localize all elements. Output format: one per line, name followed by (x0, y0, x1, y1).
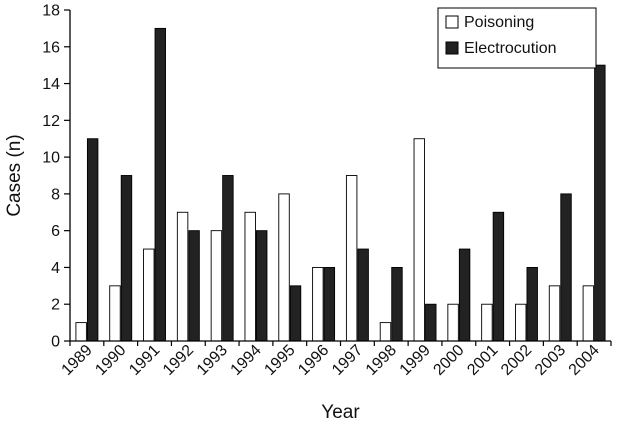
electrocution-bar-2000 (458, 248, 471, 342)
y-tick-label: 18 (42, 3, 60, 20)
x-tick-label: 1993 (194, 342, 231, 379)
electrocution-bar-2004 (594, 64, 606, 342)
poisoning-bar-1991 (143, 248, 155, 342)
electrocution-bar-1993 (222, 175, 234, 342)
x-tick-label: 2003 (532, 342, 569, 379)
electrocution-bar-1998 (391, 266, 403, 342)
x-tick-label: 2004 (566, 342, 603, 379)
electrocution-bar-2001 (492, 211, 505, 342)
x-tick-label: 2002 (498, 342, 535, 379)
poisoning-bar-1989 (75, 322, 87, 342)
poisoning-bar-2000 (447, 303, 459, 342)
electrocution-bar-1990 (120, 175, 133, 342)
y-axis-title: Cases (n) (4, 134, 25, 216)
y-tick-label: 16 (42, 39, 60, 56)
poisoning-bar-1997 (345, 175, 358, 342)
electrocution-bar-2002 (526, 266, 538, 342)
x-tick-label: 1992 (160, 342, 197, 379)
poisoning-bar-1996 (312, 266, 324, 342)
x-tick-label: 1999 (397, 342, 434, 379)
x-tick-label: 1989 (59, 342, 96, 379)
electrocution-legend-label: Electrocution (464, 40, 557, 57)
x-tick-label: 1998 (363, 342, 400, 379)
electrocution-bar-1996 (323, 266, 336, 342)
y-tick-label: 0 (51, 334, 60, 351)
electrocution-bar-1997 (357, 248, 369, 342)
poisoning-bar-2002 (515, 303, 527, 342)
electrocution-bar-1999 (425, 303, 437, 342)
x-tick-label: 1997 (329, 342, 366, 379)
electrocution-bar-1995 (289, 285, 302, 342)
poisoning-bar-1990 (109, 285, 121, 342)
x-tick-label: 2001 (464, 342, 501, 379)
poisoning-bar-1998 (379, 322, 392, 342)
x-tick-label: 2000 (430, 342, 467, 379)
electrocution-legend-swatch (445, 41, 459, 55)
poisoning-bar-2004 (582, 285, 595, 342)
electrocution-bar-1989 (86, 138, 99, 342)
legend: Poisoning Electrocution (437, 7, 597, 69)
poisoning-bar-1993 (210, 230, 223, 342)
x-tick-label: 1994 (228, 342, 265, 379)
x-tick-label: 1991 (126, 342, 163, 379)
y-tick-label: 10 (42, 150, 60, 167)
electrocution-bar-1991 (154, 27, 166, 342)
y-tick-label: 8 (51, 186, 60, 203)
x-ticks-group: 1989199019911992199319941995199619971998… (59, 341, 612, 379)
y-tick-label: 2 (51, 297, 60, 314)
y-tick-label: 12 (42, 113, 60, 130)
poisoning-bar-1999 (413, 138, 425, 342)
electrocution-bar-1994 (256, 230, 268, 342)
legend-box (437, 7, 597, 69)
poisoning-bar-1992 (176, 211, 189, 342)
bars-group (75, 27, 606, 342)
x-axis-title: Year (321, 402, 360, 423)
electrocution-bar-1992 (188, 230, 200, 342)
y-ticks-group: 0 2 4 6 8 10 12 14 16 18 (42, 3, 70, 351)
x-tick-label: 1996 (295, 342, 332, 379)
poisoning-legend-swatch (445, 15, 459, 29)
x-tick-label: 1995 (261, 342, 298, 379)
poisoning-bar-1995 (278, 193, 290, 342)
poisoning-bar-2001 (481, 303, 493, 342)
electrocution-bar-2003 (560, 193, 572, 342)
poisoning-legend-label: Poisoning (464, 14, 534, 31)
poisoning-bar-2003 (548, 285, 561, 342)
y-tick-label: 6 (51, 223, 60, 240)
x-tick-label: 1990 (92, 342, 129, 379)
y-tick-label: 4 (51, 260, 60, 277)
y-tick-label: 14 (42, 76, 60, 93)
poisoning-bar-1994 (244, 211, 256, 342)
